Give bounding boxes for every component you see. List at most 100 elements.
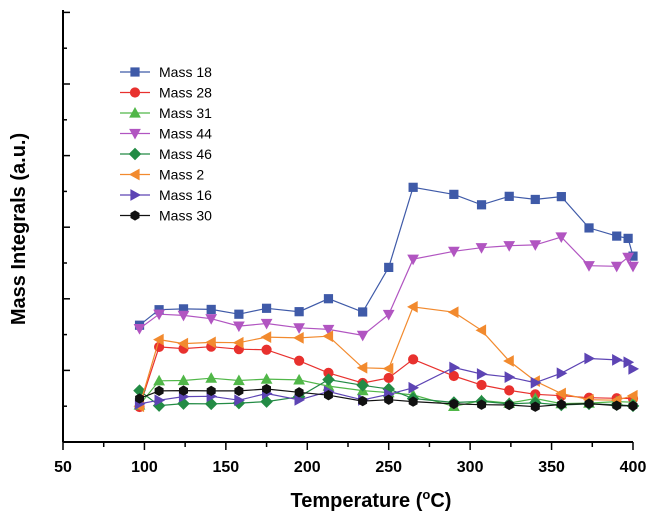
data-point bbox=[627, 261, 639, 273]
data-point bbox=[584, 223, 594, 233]
data-point bbox=[234, 394, 245, 407]
data-point bbox=[628, 363, 640, 375]
series-mass-18 bbox=[134, 182, 638, 330]
data-point bbox=[408, 354, 419, 365]
x-axis-title: Temperature (oC) bbox=[291, 487, 452, 512]
data-point bbox=[260, 395, 273, 408]
data-point bbox=[205, 336, 216, 349]
data-point bbox=[177, 310, 190, 322]
data-point bbox=[322, 373, 335, 386]
data-point bbox=[382, 309, 395, 321]
data-point bbox=[583, 261, 595, 272]
data-point bbox=[260, 318, 273, 330]
data-point bbox=[556, 192, 566, 202]
data-point bbox=[504, 371, 516, 383]
data-point bbox=[294, 355, 305, 366]
data-point bbox=[503, 241, 516, 252]
data-point bbox=[177, 337, 189, 350]
data-point bbox=[530, 401, 540, 412]
data-point bbox=[205, 314, 218, 325]
data-point bbox=[294, 307, 304, 317]
data-point bbox=[476, 368, 488, 380]
data-point bbox=[322, 324, 335, 336]
data-point bbox=[626, 389, 638, 402]
data-point bbox=[383, 372, 394, 384]
data-point bbox=[612, 231, 622, 241]
legend-marker bbox=[129, 87, 141, 98]
series-line bbox=[139, 236, 634, 337]
data-point bbox=[408, 182, 418, 192]
x-tick-label: 350 bbox=[538, 459, 565, 476]
data-point bbox=[153, 374, 165, 386]
x-tick-label: 50 bbox=[54, 459, 72, 476]
y-axis-ticks bbox=[63, 11, 70, 443]
data-point bbox=[293, 323, 305, 334]
data-point bbox=[529, 240, 542, 251]
series-line bbox=[139, 186, 634, 326]
data-point bbox=[358, 395, 368, 407]
series-mass-2 bbox=[133, 301, 638, 413]
data-point bbox=[408, 396, 418, 407]
data-point bbox=[449, 361, 460, 374]
data-point bbox=[476, 200, 487, 210]
legend-label: Mass 44 bbox=[159, 126, 212, 142]
plot-series bbox=[133, 182, 640, 413]
data-point bbox=[407, 254, 419, 266]
data-point bbox=[133, 323, 146, 335]
legend-marker bbox=[130, 67, 140, 77]
x-axis-ticks: 50 100 150 200 250 300 350 400 bbox=[54, 442, 646, 476]
data-point bbox=[504, 385, 515, 396]
data-point bbox=[356, 379, 369, 392]
series-mass-30 bbox=[135, 383, 638, 412]
data-point bbox=[612, 354, 623, 366]
data-point bbox=[135, 393, 145, 404]
x-tick-label: 400 bbox=[620, 459, 647, 476]
data-point bbox=[233, 374, 245, 386]
data-point bbox=[449, 189, 459, 199]
legend: Mass 18 Mass 28 Mass 31 Mass 44 Mass 46 Mass … bbox=[120, 64, 212, 224]
data-point bbox=[178, 385, 189, 396]
legend-marker bbox=[128, 147, 142, 161]
data-point bbox=[504, 399, 514, 411]
data-point bbox=[323, 390, 333, 401]
data-point bbox=[356, 330, 369, 342]
data-point bbox=[555, 387, 566, 400]
data-point bbox=[612, 400, 622, 411]
data-point bbox=[262, 383, 272, 395]
data-point bbox=[260, 331, 272, 343]
legend-entry: Mass 31 bbox=[120, 105, 212, 121]
data-point bbox=[233, 321, 245, 333]
x-tick-label: 100 bbox=[131, 459, 158, 476]
y-axis-title: Mass Integrals (a.u.) bbox=[8, 133, 30, 325]
data-point bbox=[407, 301, 418, 313]
legend-marker bbox=[129, 106, 141, 118]
data-point bbox=[448, 370, 459, 382]
x-tick-label: 200 bbox=[294, 459, 321, 476]
data-point bbox=[610, 261, 623, 273]
data-point bbox=[382, 362, 394, 375]
data-point bbox=[503, 355, 514, 367]
data-point bbox=[206, 304, 216, 315]
data-point bbox=[322, 330, 334, 343]
data-point bbox=[530, 194, 540, 205]
legend-label: Mass 16 bbox=[159, 187, 212, 203]
series-mass-44 bbox=[133, 232, 639, 342]
legend-label: Mass 31 bbox=[159, 105, 212, 121]
data-point bbox=[205, 372, 218, 383]
legend-entry: Mass 44 bbox=[120, 126, 212, 142]
legend-label: Mass 46 bbox=[159, 146, 212, 162]
legend-label: Mass 30 bbox=[159, 208, 212, 224]
data-point bbox=[475, 243, 488, 254]
data-point bbox=[504, 191, 514, 201]
legend-label: Mass 18 bbox=[159, 64, 212, 80]
data-point bbox=[475, 324, 487, 337]
data-point bbox=[293, 332, 304, 344]
data-point bbox=[234, 309, 244, 319]
legend-entry: Mass 16 bbox=[120, 187, 212, 203]
data-point bbox=[294, 387, 304, 398]
legend-entry: Mass 28 bbox=[120, 85, 212, 101]
data-point bbox=[555, 232, 568, 244]
data-point bbox=[153, 333, 164, 346]
data-point bbox=[556, 399, 566, 410]
data-point bbox=[556, 367, 568, 380]
